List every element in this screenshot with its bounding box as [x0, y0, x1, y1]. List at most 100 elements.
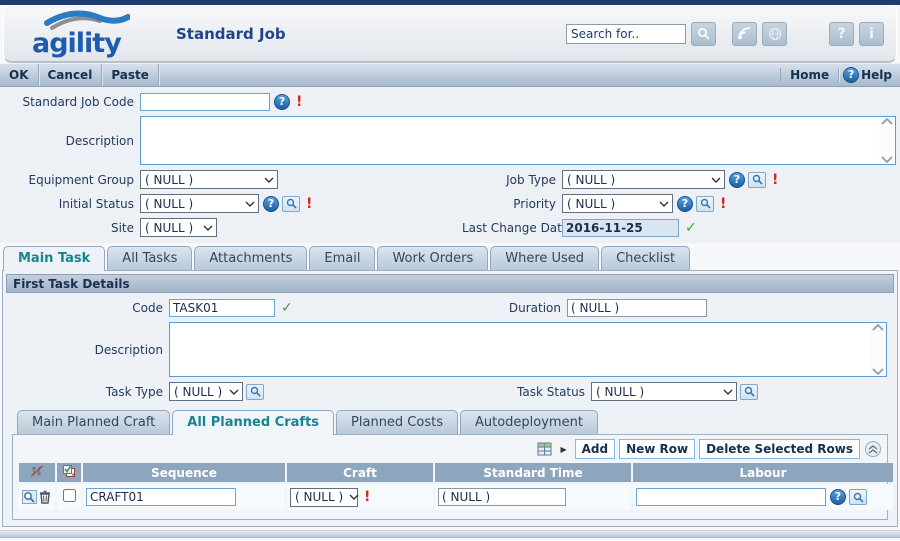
add-button[interactable]: Add [574, 439, 616, 459]
info-button[interactable]: i [859, 21, 884, 46]
description-label: Description [65, 134, 134, 148]
row-zoom-icon[interactable] [22, 489, 37, 505]
labour-input[interactable] [636, 488, 826, 506]
equipment-group-select[interactable]: ( NULL ) [140, 170, 278, 189]
toggle-selection-header[interactable] [57, 463, 81, 482]
tab-checklist[interactable]: Checklist [601, 246, 691, 271]
tab-email[interactable]: Email [309, 246, 376, 271]
initial-status-select[interactable]: ( NULL ) [140, 194, 259, 213]
duration-input[interactable] [567, 299, 707, 317]
craft-select[interactable]: ( NULL ) [290, 487, 359, 507]
toggle-selection-icon [63, 465, 75, 477]
priority-label: Priority [513, 196, 556, 211]
tab-main-task[interactable]: Main Task [3, 246, 106, 271]
tab-where-used[interactable]: Where Used [490, 246, 600, 271]
task-code-label: Code [132, 301, 163, 315]
logo-text: agility [32, 28, 122, 59]
initial-status-lookup-icon[interactable] [282, 195, 300, 212]
labour-help-icon[interactable]: ? [830, 489, 846, 505]
delete-selected-rows-button[interactable]: Delete Selected Rows [699, 439, 860, 459]
tab-all-tasks[interactable]: All Tasks [107, 246, 193, 271]
paste-button[interactable]: Paste [102, 64, 159, 86]
job-type-label: Job Type [506, 172, 556, 187]
priority-select[interactable]: ( NULL ) [562, 194, 673, 213]
task-description-textarea[interactable] [169, 322, 887, 377]
task-status-lookup-icon[interactable] [740, 383, 758, 400]
site-value: ( NULL ) [145, 220, 194, 235]
help-circle-icon: ? [843, 67, 860, 83]
priority-lookup-icon[interactable] [696, 195, 714, 212]
priority-value: ( NULL ) [567, 196, 616, 211]
description-textarea[interactable] [140, 116, 896, 165]
standard-time-input[interactable] [438, 488, 566, 506]
task-type-lookup-icon[interactable] [246, 383, 264, 400]
labour-lookup-icon[interactable] [849, 489, 867, 505]
cancel-button[interactable]: Cancel [39, 64, 103, 86]
chevron-down-icon [245, 201, 255, 207]
subtab-main-planned-craft[interactable]: Main Planned Craft [17, 410, 171, 435]
craft-subtabs: Main Planned Craft All Planned Crafts Pl… [3, 409, 897, 435]
page-title: Standard Job [176, 24, 286, 43]
help-link[interactable]: ? Help [839, 67, 900, 83]
new-row-button[interactable]: New Row [619, 439, 696, 459]
help-button[interactable]: ? [829, 21, 854, 46]
scroll-down-icon [880, 156, 893, 163]
sort-column-header [19, 463, 55, 482]
column-header-labour[interactable]: Labour [633, 463, 893, 482]
home-button[interactable]: Home [780, 68, 840, 82]
job-type-required-icon: ! [772, 171, 779, 188]
task-status-select[interactable]: ( NULL ) [591, 382, 737, 401]
initial-status-required-icon: ! [306, 195, 313, 212]
job-type-lookup-icon[interactable] [748, 171, 766, 188]
column-header-sequence[interactable]: Sequence [83, 463, 285, 482]
priority-help-icon[interactable]: ? [677, 195, 693, 212]
site-select[interactable]: ( NULL ) [140, 218, 217, 237]
task-type-select[interactable]: ( NULL ) [169, 382, 243, 401]
column-header-standard-time[interactable]: Standard Time [435, 463, 631, 482]
description-field-wrap [140, 116, 896, 165]
chevron-down-icon [711, 177, 721, 183]
collapse-grid-icon[interactable] [865, 441, 881, 457]
standard-job-code-input[interactable] [140, 93, 270, 111]
sort-disabled-icon [31, 465, 43, 477]
globe-button[interactable] [762, 21, 787, 46]
task-type-label: Task Type [105, 384, 163, 399]
initial-status-help-icon[interactable]: ? [263, 195, 279, 212]
row-actions-cell [19, 484, 55, 510]
scroll-down-icon [871, 368, 884, 375]
search-input[interactable] [566, 23, 686, 44]
job-type-help-icon[interactable]: ? [729, 171, 745, 188]
task-status-value: ( NULL ) [596, 384, 645, 399]
equipment-group-value: ( NULL ) [145, 172, 194, 187]
task-code-input[interactable] [169, 299, 275, 317]
rss-button[interactable] [732, 21, 757, 46]
row-delete-trash-icon[interactable] [37, 489, 52, 505]
toolbar-right: Home ? Help [780, 64, 900, 86]
column-header-craft[interactable]: Craft [287, 463, 433, 482]
standard-time-cell [435, 484, 631, 510]
standard-job-code-help-icon[interactable]: ? [274, 94, 290, 110]
export-grid-icon[interactable] [537, 442, 554, 457]
subtab-all-planned-crafts[interactable]: All Planned Crafts [172, 410, 335, 435]
tab-work-orders[interactable]: Work Orders [377, 246, 489, 271]
subtab-autodeployment[interactable]: Autodeployment [459, 410, 598, 435]
search-button[interactable] [691, 21, 716, 46]
task-status-label: Task Status [517, 384, 585, 399]
site-label: Site [110, 220, 134, 235]
main-task-panel: First Task Details Code ✓ Duration Descr… [2, 270, 898, 527]
standard-job-code-required-icon: ! [296, 94, 303, 110]
tab-attachments[interactable]: Attachments [194, 246, 308, 271]
row-select-checkbox[interactable] [62, 489, 76, 502]
task-description-scrollbar[interactable] [870, 324, 885, 375]
subtab-planned-costs[interactable]: Planned Costs [336, 410, 458, 435]
table-row: ( NULL ) ! ? [19, 484, 893, 510]
expand-toolbar-icon[interactable]: ▶ [560, 444, 567, 454]
job-type-value: ( NULL ) [567, 172, 616, 187]
sequence-input[interactable] [86, 488, 236, 506]
ok-button[interactable]: OK [0, 64, 39, 86]
agility-logo[interactable]: agility [4, 6, 154, 61]
job-type-select[interactable]: ( NULL ) [562, 170, 725, 189]
chevron-down-icon [229, 389, 239, 395]
craft-value: ( NULL ) [295, 490, 344, 504]
description-scrollbar[interactable] [879, 118, 894, 163]
